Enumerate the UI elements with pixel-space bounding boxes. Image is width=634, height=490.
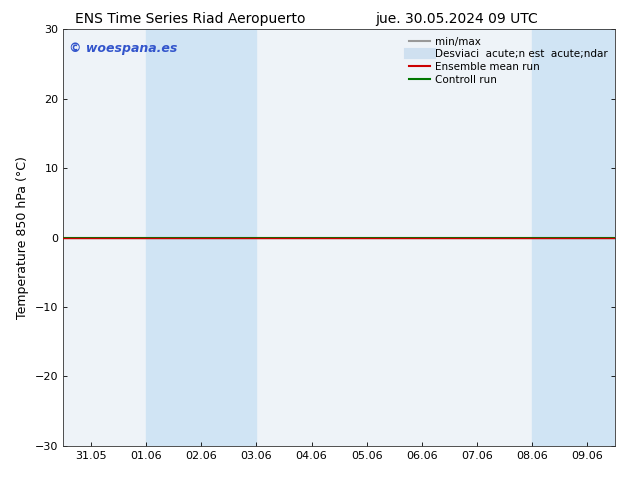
Text: ENS Time Series Riad Aeropuerto: ENS Time Series Riad Aeropuerto — [75, 12, 306, 26]
Text: jue. 30.05.2024 09 UTC: jue. 30.05.2024 09 UTC — [375, 12, 538, 26]
Bar — [146, 29, 256, 446]
Legend: min/max, Desviaci  acute;n est  acute;ndar, Ensemble mean run, Controll run: min/max, Desviaci acute;n est acute;ndar… — [407, 35, 610, 87]
Text: © woespana.es: © woespana.es — [69, 42, 178, 55]
Y-axis label: Temperature 850 hPa (°C): Temperature 850 hPa (°C) — [16, 156, 30, 319]
Bar — [533, 29, 615, 446]
